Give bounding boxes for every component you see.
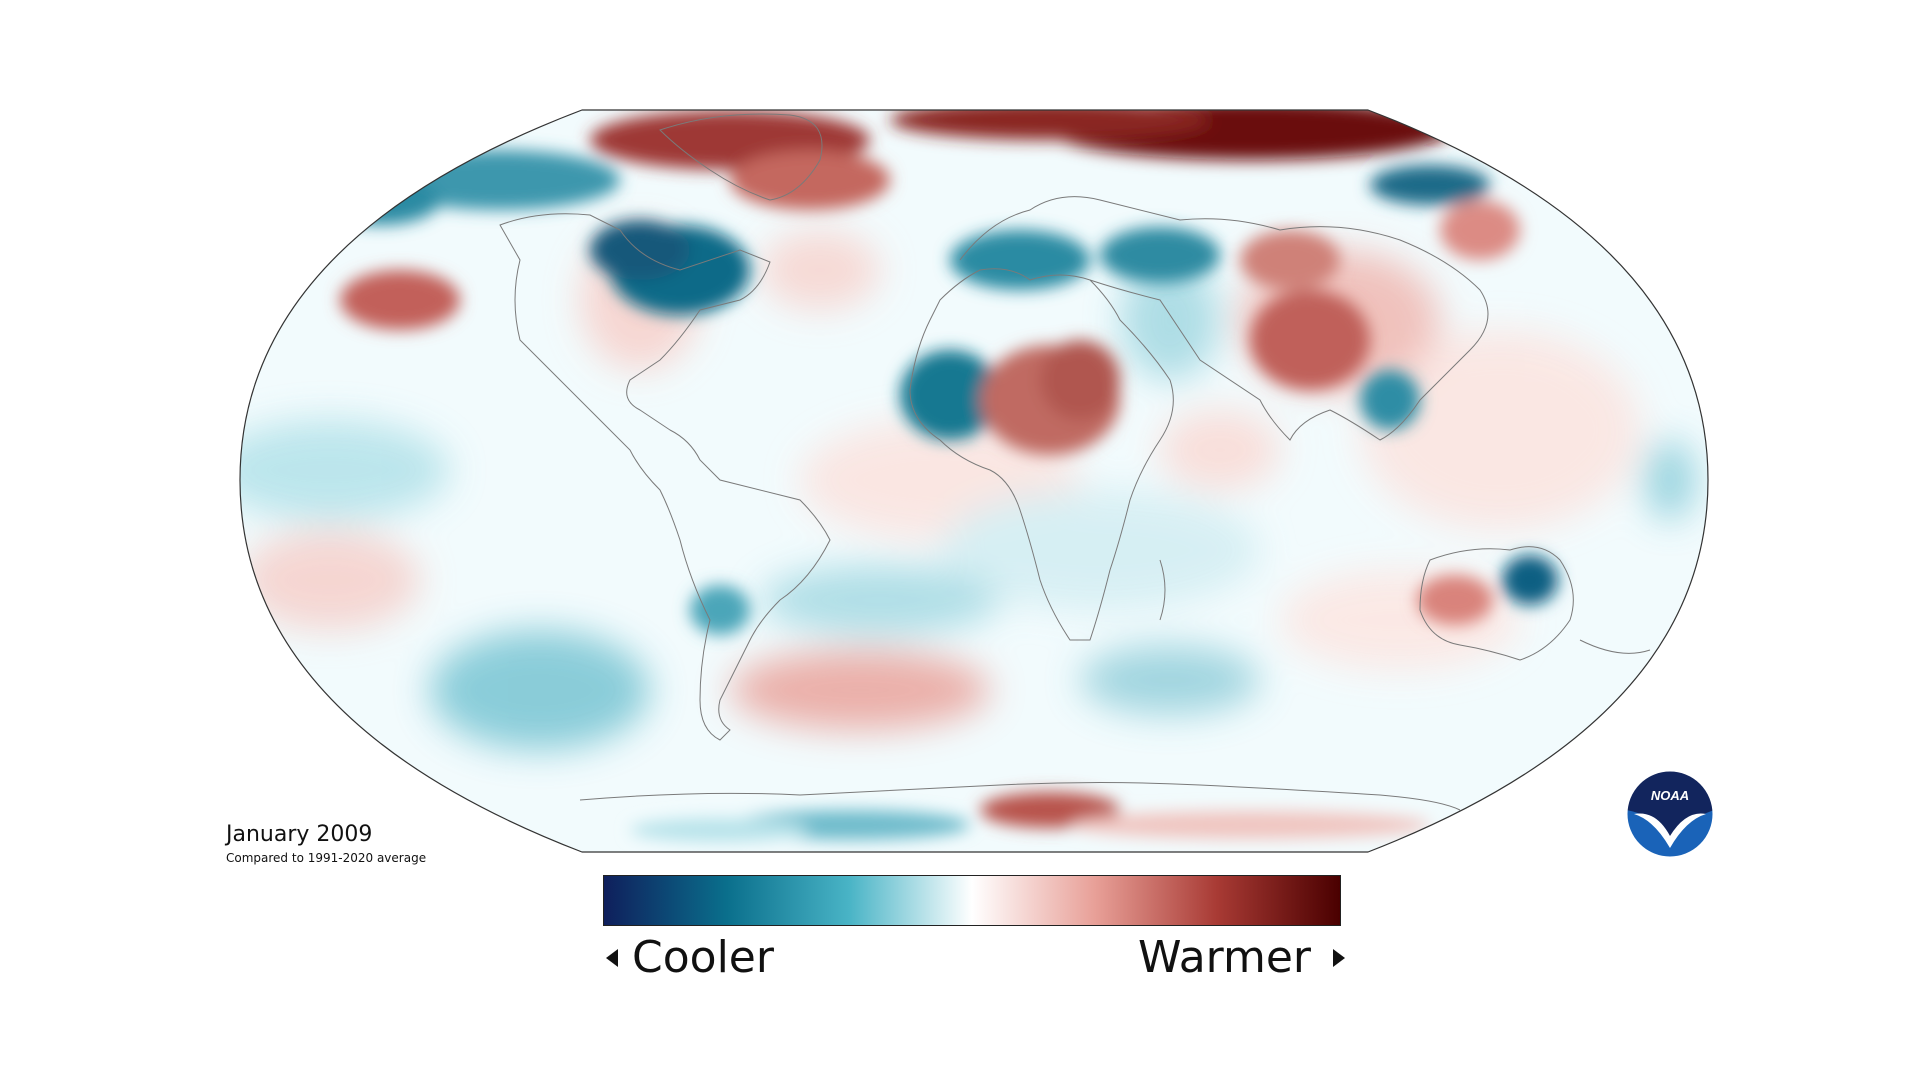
warmer-legend: Warmer: [1138, 932, 1345, 983]
left-arrow-icon: [606, 948, 618, 967]
anomaly-field: [240, 110, 1708, 852]
right-arrow-icon: [1333, 948, 1345, 967]
globe-outline: [239, 109, 1709, 853]
warmer-label: Warmer: [1138, 932, 1311, 983]
anomaly-colorbar: [603, 875, 1341, 926]
cooler-legend: Cooler: [606, 932, 774, 983]
noaa-logo: NOAA: [1626, 770, 1714, 858]
map-title: January 2009: [226, 822, 373, 847]
noaa-logo-text: NOAA: [1651, 788, 1689, 803]
cooler-label: Cooler: [632, 932, 774, 983]
coastlines: [499, 113, 1651, 811]
map-subtitle: Compared to 1991-2020 average: [226, 851, 427, 865]
